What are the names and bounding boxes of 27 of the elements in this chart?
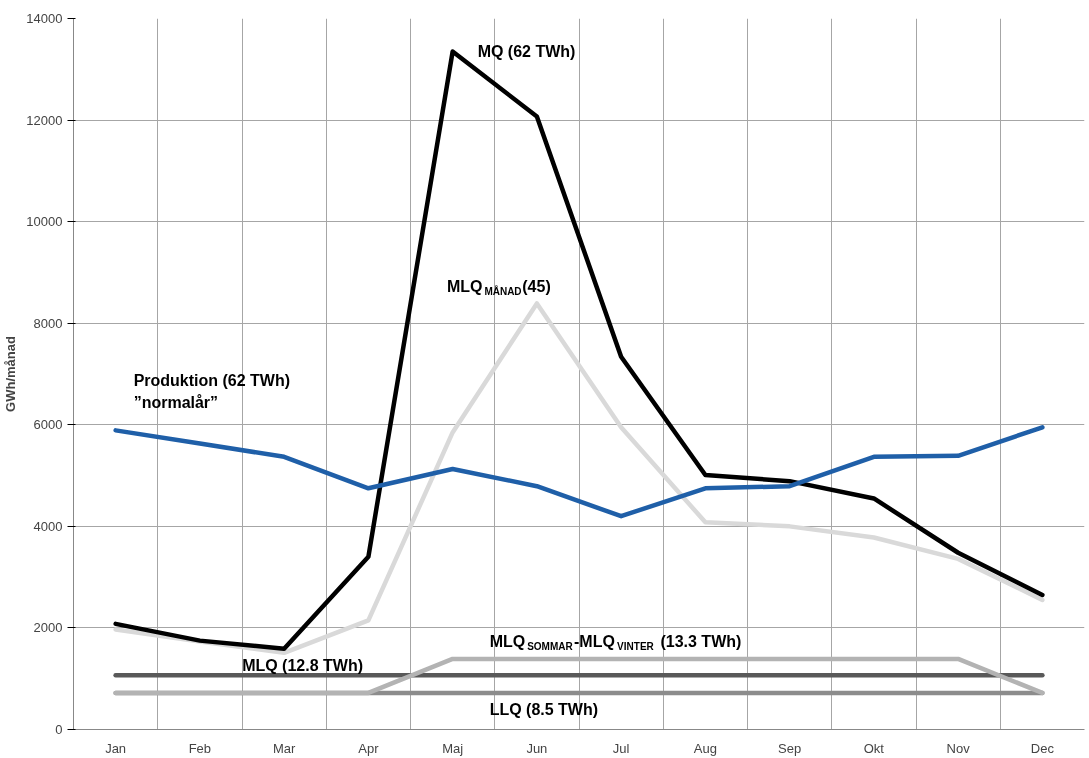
series-label: LLQ (8.5 TWh) [489, 701, 599, 719]
x-tick-label: Okt [863, 740, 885, 756]
y-tick-label: 6000 [33, 417, 63, 433]
series-label: MLQ (12.8 TWh) [242, 656, 364, 674]
y-axis-title: GWh/månad [3, 336, 19, 412]
x-tick-label: Dec [1030, 740, 1055, 756]
x-tick-label: Jun [526, 740, 548, 756]
x-tick-label: Sep [778, 740, 802, 756]
line-series [113, 425, 1045, 519]
y-tick-label: 2000 [33, 620, 63, 636]
x-tick-label: Mar [272, 740, 296, 756]
y-tick-label: 4000 [33, 518, 63, 534]
x-tick-label: Jul [612, 740, 630, 756]
y-tick-label: 0 [55, 722, 63, 737]
x-tick-label: Feb [188, 740, 212, 756]
x-tick-label: Jan [105, 740, 127, 756]
line-series [113, 301, 1045, 656]
x-tick-label: Aug [693, 740, 717, 756]
y-tick-label: 8000 [33, 315, 63, 331]
series-label: MQ (62 TWh) [477, 43, 576, 61]
y-tick-label: 14000 [26, 11, 63, 26]
x-tick-label: Apr [358, 740, 380, 756]
y-tick-label: 12000 [26, 112, 63, 128]
y-tick-label: 10000 [26, 214, 63, 230]
x-tick-label: Maj [442, 740, 464, 756]
series-label: Produktion (62 TWh) ”normalår” [133, 371, 291, 411]
x-tick-label: Nov [946, 740, 971, 756]
